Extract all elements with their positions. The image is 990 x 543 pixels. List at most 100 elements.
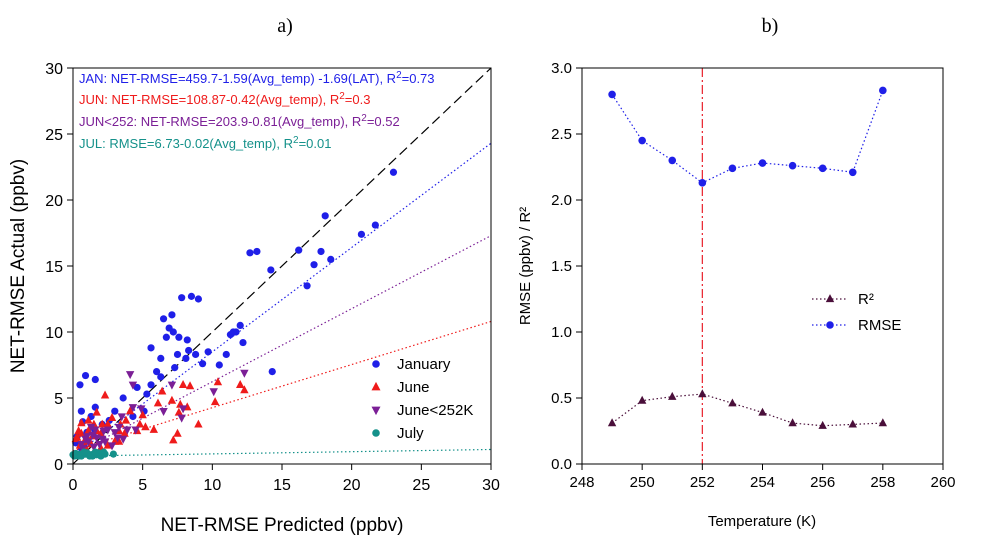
- data-point-june: [74, 426, 83, 435]
- data-point-rmse: [818, 164, 827, 173]
- y-tick-label: 25: [45, 127, 63, 144]
- data-point-july: [70, 452, 78, 460]
- x-tick-label: 5: [138, 477, 147, 494]
- fit-equation-jan: JAN: NET-RMSE=459.7-1.59(Avg_temp) -1.69…: [79, 70, 435, 86]
- data-point-january: [194, 295, 202, 303]
- data-point-january: [229, 328, 237, 336]
- x-tick-label: 25: [412, 477, 430, 494]
- legend-marker-rmse: [826, 321, 834, 329]
- data-point-january: [157, 373, 165, 381]
- data-point-rmse: [608, 90, 616, 99]
- x-axis-b: 248 250 252 254 256 258 260: [569, 464, 956, 491]
- plot-frame-b: [581, 67, 944, 465]
- legend-marker-june: [371, 381, 381, 391]
- data-point-june: [178, 379, 188, 388]
- y-tick-label: 20: [45, 193, 63, 210]
- fit-line-june252: [72, 235, 492, 456]
- data-point-june: [138, 410, 147, 419]
- data-point-june: [98, 419, 107, 428]
- y-axis-b: 0.0 0.5 1.0 1.5 2.0 2.5 3.0: [551, 60, 582, 473]
- data-point-june252: [177, 414, 186, 423]
- data-point-july: [100, 448, 108, 456]
- data-point-july: [80, 448, 88, 456]
- data-point-january: [157, 354, 165, 362]
- data-point-june: [213, 377, 223, 386]
- x-axis-title-a: NET-RMSE Predicted (ppbv): [161, 515, 404, 536]
- data-point-rmse: [668, 156, 677, 165]
- data-point-january: [173, 350, 182, 359]
- data-point-june: [167, 395, 177, 404]
- x-tick-label: 0: [69, 477, 78, 494]
- data-point-r2: [607, 418, 617, 427]
- data-point-june252: [89, 443, 99, 452]
- data-point-january: [327, 255, 335, 263]
- data-point-january: [165, 324, 173, 332]
- x-axis-title-b: Temperature (K): [708, 513, 816, 530]
- data-point-june252: [113, 434, 122, 443]
- data-point-january: [236, 321, 244, 329]
- legend-marker-july: [372, 429, 380, 437]
- data-point-january: [182, 354, 190, 362]
- data-point-r2: [698, 389, 707, 398]
- data-point-january: [147, 381, 155, 389]
- fit-equation-june252: JUN<252: NET-RMSE=203.9-0.81(Avg_temp), …: [79, 113, 400, 129]
- y-axis-title-a: NET-RMSE Actual (ppbv): [8, 159, 29, 373]
- data-point-rmse: [758, 159, 767, 167]
- data-point-june: [149, 424, 159, 433]
- data-point-july: [91, 448, 99, 456]
- y-axis-title-b: RMSE (ppbv) / R²: [517, 207, 534, 325]
- data-point-r2: [637, 395, 647, 404]
- data-point-june252: [167, 381, 177, 390]
- data-point-january: [183, 336, 191, 344]
- data-point-rmse: [848, 168, 857, 177]
- y-tick-label: 2.5: [551, 126, 572, 143]
- data-point-june: [84, 415, 93, 424]
- data-point-january: [91, 403, 99, 411]
- data-point-june252: [95, 441, 104, 450]
- data-point-january: [119, 394, 127, 402]
- x-tick-label: 254: [750, 474, 775, 491]
- data-point-june: [77, 418, 86, 427]
- x-tick-label: 15: [273, 477, 291, 494]
- panel-label-a: a): [277, 15, 293, 37]
- x-tick-label: 256: [810, 474, 835, 491]
- fit-line-january: [72, 142, 492, 457]
- legend-label-july: July: [397, 425, 424, 442]
- data-point-june: [157, 386, 167, 395]
- data-point-june: [169, 435, 178, 444]
- data-point-july: [109, 450, 118, 458]
- data-point-january: [162, 333, 170, 341]
- legend-marker-january: [372, 360, 380, 368]
- data-point-january: [246, 249, 254, 257]
- y-tick-label: 2.0: [551, 192, 572, 209]
- line-series: [607, 86, 888, 429]
- data-point-january: [133, 383, 141, 392]
- data-point-june252: [178, 405, 188, 414]
- data-point-january: [310, 261, 318, 269]
- data-point-january: [295, 246, 303, 254]
- data-point-june252: [159, 408, 168, 417]
- legend-b: R² RMSE: [812, 291, 901, 334]
- data-point-january: [143, 390, 151, 398]
- data-point-january: [303, 282, 311, 290]
- data-point-june252: [86, 423, 96, 432]
- data-point-rmse: [728, 164, 737, 173]
- data-point-july: [86, 452, 94, 460]
- data-point-january: [198, 360, 207, 368]
- data-point-january: [111, 407, 119, 415]
- data-point-june252: [128, 404, 138, 413]
- legend-marker-june252: [371, 406, 381, 416]
- data-point-january: [215, 361, 223, 369]
- data-point-june: [121, 415, 131, 424]
- y-tick-label: 10: [45, 325, 63, 342]
- data-point-rmse: [788, 161, 797, 170]
- data-point-june: [141, 422, 150, 431]
- data-point-june252: [117, 413, 126, 422]
- scatter-points: [69, 168, 398, 460]
- one-to-one-line: [72, 67, 492, 465]
- data-point-june252: [98, 435, 107, 444]
- y-tick-label: 3.0: [551, 60, 572, 77]
- data-point-january: [389, 168, 398, 176]
- x-tick-label: 248: [569, 474, 594, 491]
- data-point-june252: [107, 442, 117, 451]
